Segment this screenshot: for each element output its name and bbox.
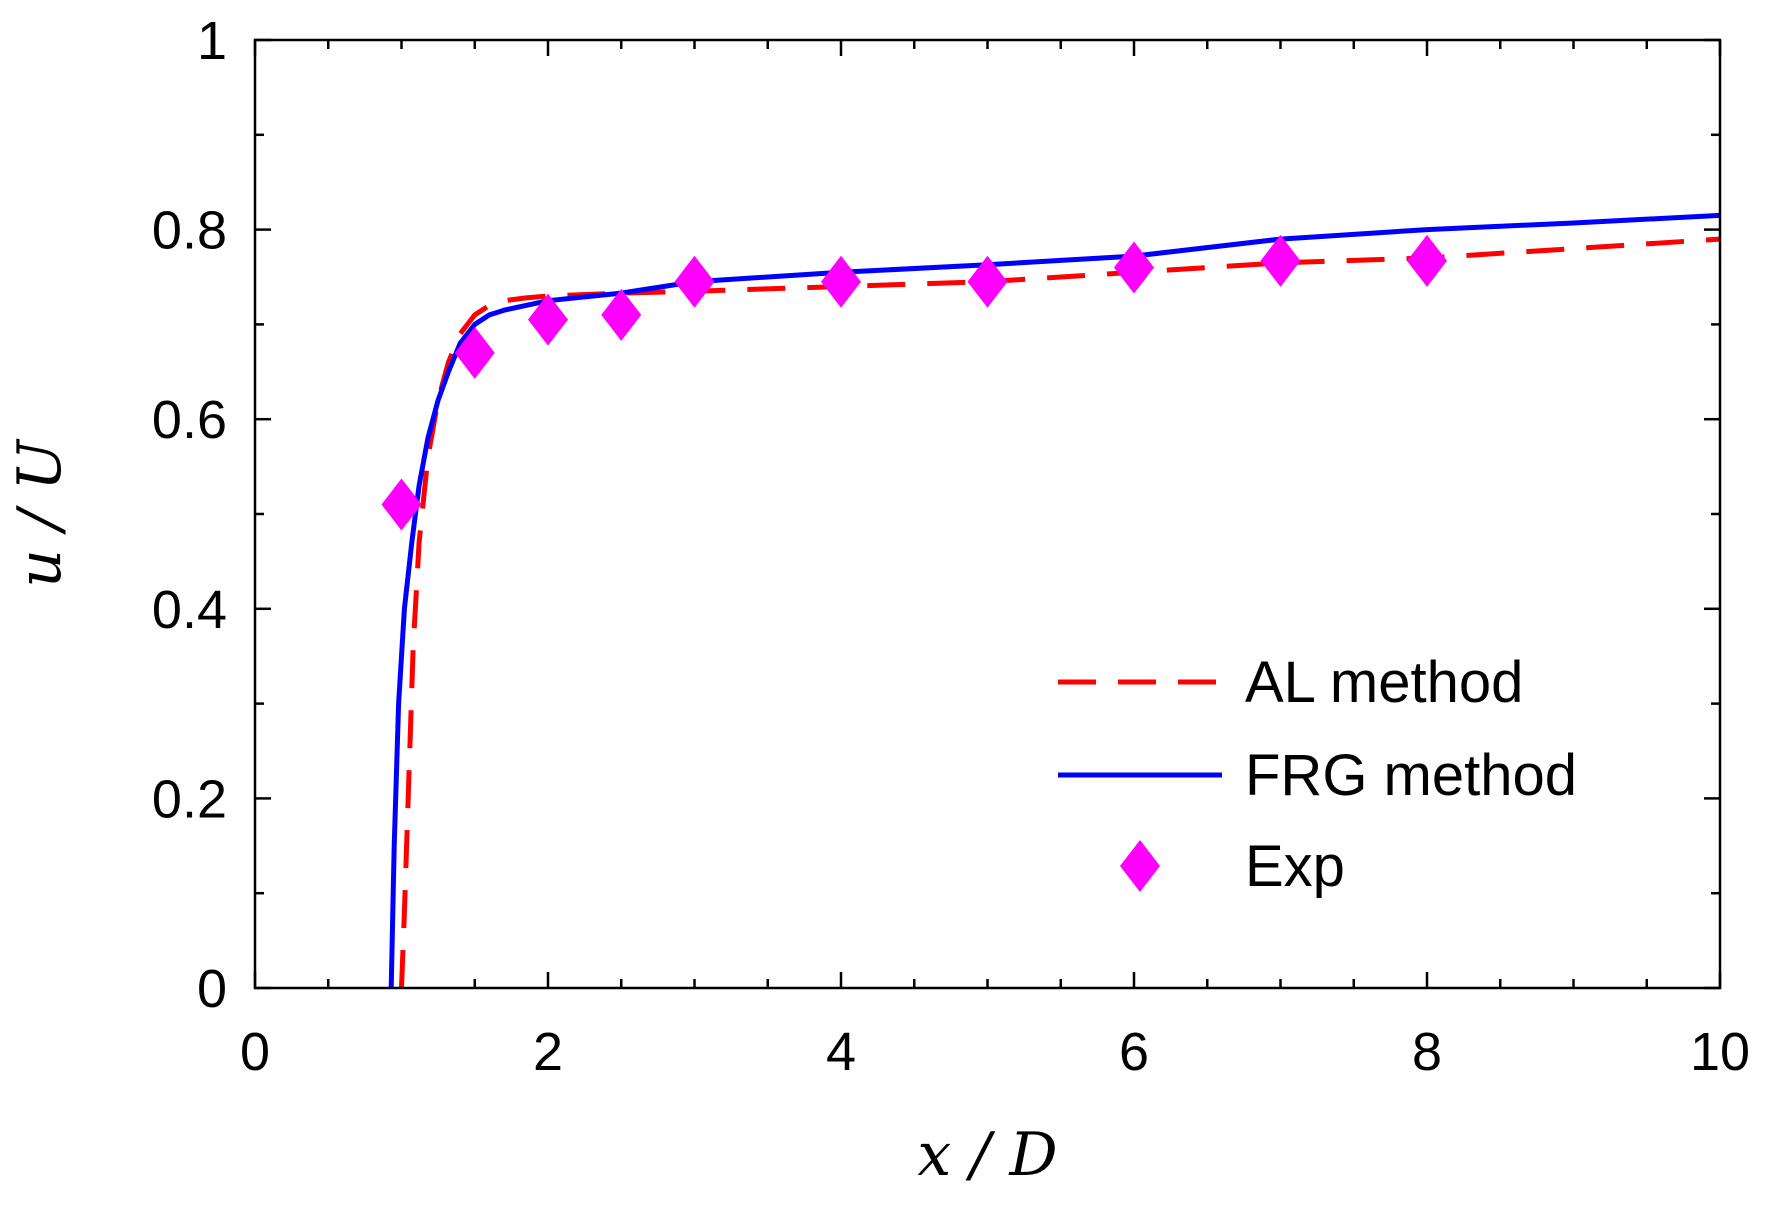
series-frg-method <box>388 212 1721 989</box>
y-tick-label: 0.2 <box>152 769 227 829</box>
y-tick-label: 1 <box>197 11 227 71</box>
series-line <box>388 212 1721 989</box>
x-tick-label: 6 <box>1119 1022 1149 1082</box>
data-point <box>381 478 422 531</box>
y-tick-label: 0.8 <box>152 201 227 261</box>
y-tick-label: 0.6 <box>152 390 227 450</box>
legend-label: AL method <box>1245 650 1523 715</box>
data-point <box>674 255 715 308</box>
plot-area <box>381 212 1721 989</box>
y-axis-label: u / U <box>5 438 75 588</box>
legend-item: AL method <box>1058 650 1523 715</box>
x-axis-label: x / D <box>917 1120 1057 1190</box>
legend-item: FRG method <box>1058 743 1577 808</box>
x-tick-label: 2 <box>533 1022 563 1082</box>
x-tick-label: 0 <box>240 1022 270 1082</box>
x-tick-label: 8 <box>1412 1022 1442 1082</box>
legend-marker <box>1120 840 1160 892</box>
plot-frame <box>253 38 1722 990</box>
data-point <box>821 255 861 308</box>
legend-label: Exp <box>1245 834 1345 899</box>
x-tick-label: 4 <box>826 1022 856 1082</box>
axes <box>253 38 1722 990</box>
series-al-method <box>399 236 1721 989</box>
tick-labels: 0 2 4 6 8 10 0 0.2 0.4 0.6 0.8 1 <box>152 11 1750 1082</box>
data-point <box>967 255 1008 308</box>
x-tick-label: 10 <box>1690 1022 1750 1082</box>
y-tick-label: 0.4 <box>152 580 227 640</box>
data-point <box>601 288 642 341</box>
data-point <box>1407 234 1447 287</box>
legend-item: Exp <box>1120 834 1345 899</box>
data-point <box>1260 234 1301 287</box>
legend: AL method FRG method Exp <box>1058 650 1577 899</box>
series-exp <box>381 234 1447 531</box>
series-line <box>399 236 1721 989</box>
data-point <box>454 326 495 379</box>
y-tick-label: 0 <box>197 959 227 1019</box>
legend-label: FRG method <box>1245 743 1577 808</box>
data-point <box>1114 241 1154 294</box>
data-point <box>528 293 568 346</box>
